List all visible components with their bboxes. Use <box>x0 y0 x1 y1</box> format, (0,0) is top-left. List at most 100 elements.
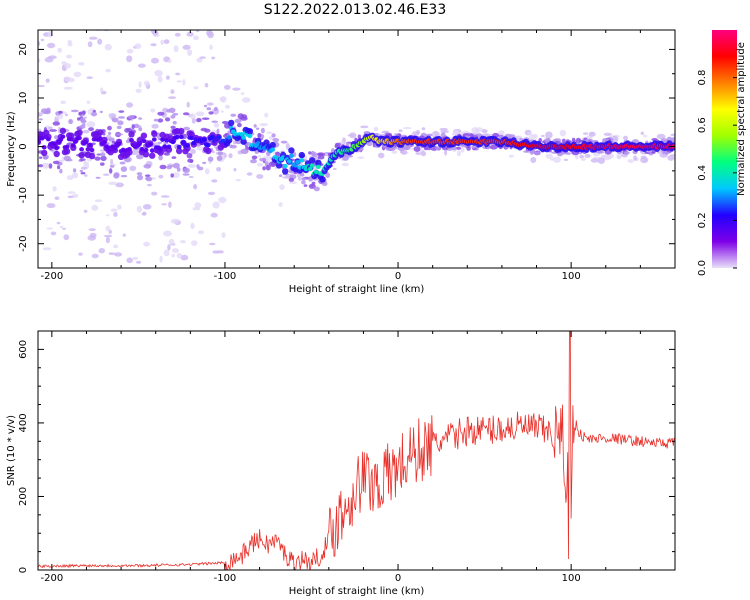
heatmap-ridge-point <box>89 147 95 153</box>
heatmap-cloud-blob <box>301 177 307 181</box>
heatmap-ridge-point <box>147 142 153 147</box>
heatmap-noise-blob <box>640 155 646 159</box>
heatmap-noise-blob <box>213 122 220 128</box>
heatmap-noise-blob <box>279 184 285 191</box>
heatmap-cloud-blob <box>272 138 279 143</box>
heatmap-noise-blob <box>210 212 218 218</box>
heatmap-core-blob <box>176 147 183 155</box>
y-tick-label: 20 <box>18 43 29 56</box>
heatmap-cloud-blob <box>471 145 477 149</box>
heatmap-cloud-blob <box>52 121 60 126</box>
heatmap-noise-blob <box>113 244 119 249</box>
heatmap-ridge-point <box>216 135 222 140</box>
heatmap-core-blob <box>246 128 254 135</box>
heatmap-cloud-blob <box>170 114 176 119</box>
heatmap-cloud-blob <box>255 127 260 130</box>
heatmap-cloud-blob <box>80 172 86 175</box>
heatmap-noise-blob <box>54 196 60 200</box>
heatmap-cloud-blob <box>157 111 165 116</box>
heatmap-noise-blob <box>160 39 165 45</box>
heatmap-noise-blob <box>67 42 73 47</box>
heatmap-noise-blob <box>91 204 99 211</box>
heatmap-cloud-blob <box>182 173 190 176</box>
heatmap-ridge-point <box>41 145 47 150</box>
heatmap-noise-blob <box>160 195 170 198</box>
heatmap-ridge-point <box>205 142 211 148</box>
heatmap-noise-blob <box>59 225 64 229</box>
heatmap-noise-blob <box>173 45 179 53</box>
heatmap-noise-blob <box>191 240 198 247</box>
heatmap-ridge-point <box>143 147 149 153</box>
heatmap-cloud-blob <box>57 165 61 170</box>
heatmap-ridge-point <box>226 135 232 140</box>
heatmap-noise-blob <box>206 30 213 36</box>
heatmap-noise-blob <box>150 30 158 34</box>
heatmap-noise-blob <box>221 232 226 238</box>
heatmap-noise-blob <box>516 135 523 139</box>
colorbar-tick-label: 0.4 <box>697 165 708 181</box>
heatmap-noise-blob <box>62 227 66 230</box>
heatmap-cloud-blob <box>217 151 223 156</box>
heatmap-ridge-point <box>73 139 78 144</box>
heatmap-cloud-blob <box>63 155 71 162</box>
heatmap-cloud-blob <box>308 183 316 189</box>
heatmap-cloud-blob <box>53 135 59 140</box>
heatmap-ridge-point <box>247 133 253 139</box>
heatmap-noise-blob <box>341 162 349 167</box>
heatmap-noise-blob <box>66 175 74 181</box>
heatmap-core-blob <box>128 131 135 138</box>
heatmap-cloud-blob <box>230 113 237 117</box>
heatmap-cloud-blob <box>38 164 44 168</box>
heatmap-noise-blob <box>228 153 233 159</box>
heatmap-noise-blob <box>402 127 412 130</box>
heatmap-noise-blob <box>176 252 182 259</box>
heatmap-cloud-blob <box>39 118 43 121</box>
heatmap-noise-blob <box>56 221 61 225</box>
heatmap-noise-blob <box>45 78 50 83</box>
heatmap-cloud-blob <box>240 116 248 121</box>
heatmap-cloud-blob <box>413 146 421 152</box>
heatmap-core-blob <box>97 129 104 136</box>
heatmap-noise-blob <box>44 56 54 63</box>
colorbar-bar <box>712 30 737 268</box>
heatmap-noise-blob <box>52 186 57 192</box>
heatmap-noise-blob <box>126 257 133 264</box>
heatmap-cloud-blob <box>466 145 471 151</box>
heatmap-cloud-blob <box>170 173 174 178</box>
heatmap-noise-blob <box>584 153 591 158</box>
heatmap-cloud-blob <box>171 156 177 159</box>
heatmap-noise-blob <box>105 214 110 217</box>
heatmap-ridge-point <box>116 141 122 146</box>
heatmap-core-blob <box>309 157 316 164</box>
heatmap-noise-blob <box>151 191 158 196</box>
y-tick-label: 0 <box>18 143 29 149</box>
heatmap-noise-blob <box>216 167 222 172</box>
heatmap-ridge-point <box>282 163 288 169</box>
heatmap-noise-blob <box>66 54 72 59</box>
heatmap-core-blob <box>205 147 212 155</box>
x-axis-label: Height of straight line (km) <box>289 284 425 295</box>
heatmap-cloud-blob <box>260 127 265 134</box>
heatmap-cloud-blob <box>107 125 112 131</box>
heatmap-noise-blob <box>161 203 167 206</box>
heatmap-noise-blob <box>416 129 421 135</box>
heatmap-noise-blob <box>83 209 88 213</box>
heatmap-noise-blob <box>48 126 53 130</box>
heatmap-noise-blob <box>602 154 612 161</box>
heatmap-noise-blob <box>182 44 191 50</box>
heatmap-noise-blob <box>126 102 134 108</box>
heatmap-cloud-blob <box>237 122 242 128</box>
heatmap-noise-blob <box>78 252 83 256</box>
heatmap-cloud-blob <box>80 117 86 123</box>
heatmap-cloud-blob <box>216 155 223 161</box>
heatmap-ridge-point <box>39 136 45 141</box>
colorbar-tick-label: 0.2 <box>697 212 708 228</box>
heatmap-noise-blob <box>167 59 172 63</box>
heatmap-core-blob <box>275 162 283 169</box>
heatmap-noise-blob <box>126 48 134 54</box>
heatmap-noise-blob <box>400 149 408 155</box>
heatmap-noise-blob <box>105 225 111 232</box>
heatmap-cloud-blob <box>136 154 144 160</box>
heatmap-noise-blob <box>257 162 263 167</box>
